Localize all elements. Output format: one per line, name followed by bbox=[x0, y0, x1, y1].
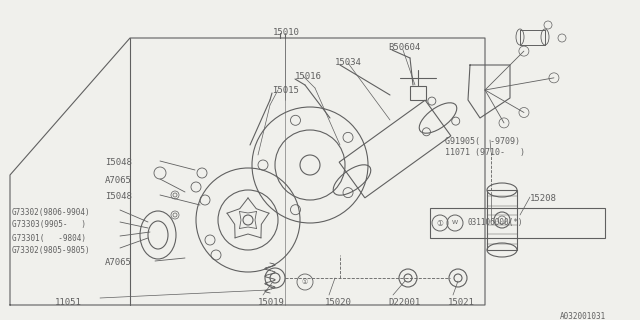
Text: 15208: 15208 bbox=[530, 194, 557, 203]
Text: ①: ① bbox=[302, 279, 308, 285]
Text: 15010: 15010 bbox=[273, 28, 300, 37]
Text: G91905(  -9709): G91905( -9709) bbox=[445, 137, 520, 146]
Bar bbox=[487, 190, 517, 250]
Text: I5048: I5048 bbox=[105, 158, 132, 167]
Text: 15021: 15021 bbox=[448, 298, 475, 307]
Text: I5048: I5048 bbox=[105, 192, 132, 201]
Text: G73302(9805-9805): G73302(9805-9805) bbox=[12, 246, 91, 255]
Bar bbox=[430, 208, 605, 238]
Text: 11071 (9710-   ): 11071 (9710- ) bbox=[445, 148, 525, 157]
Bar bbox=[410, 86, 426, 100]
Text: 031106000(*): 031106000(*) bbox=[468, 219, 524, 228]
Text: A7065: A7065 bbox=[105, 176, 132, 185]
Text: 15016: 15016 bbox=[295, 72, 322, 81]
Text: W: W bbox=[452, 220, 458, 226]
Text: B50604: B50604 bbox=[388, 43, 420, 52]
Text: 15019: 15019 bbox=[258, 298, 285, 307]
Text: 11051: 11051 bbox=[55, 298, 82, 307]
Text: 15034: 15034 bbox=[335, 58, 362, 67]
Text: A7065: A7065 bbox=[105, 258, 132, 267]
Text: I5015: I5015 bbox=[272, 86, 299, 95]
Text: D22001: D22001 bbox=[388, 298, 420, 307]
Text: G73303(9905-   ): G73303(9905- ) bbox=[12, 220, 86, 229]
Text: G73302(9806-9904): G73302(9806-9904) bbox=[12, 208, 91, 217]
Text: ①: ① bbox=[436, 219, 444, 228]
Text: 15020: 15020 bbox=[325, 298, 352, 307]
Text: G73301(   -9804): G73301( -9804) bbox=[12, 234, 86, 243]
Text: A032001031: A032001031 bbox=[560, 312, 606, 320]
